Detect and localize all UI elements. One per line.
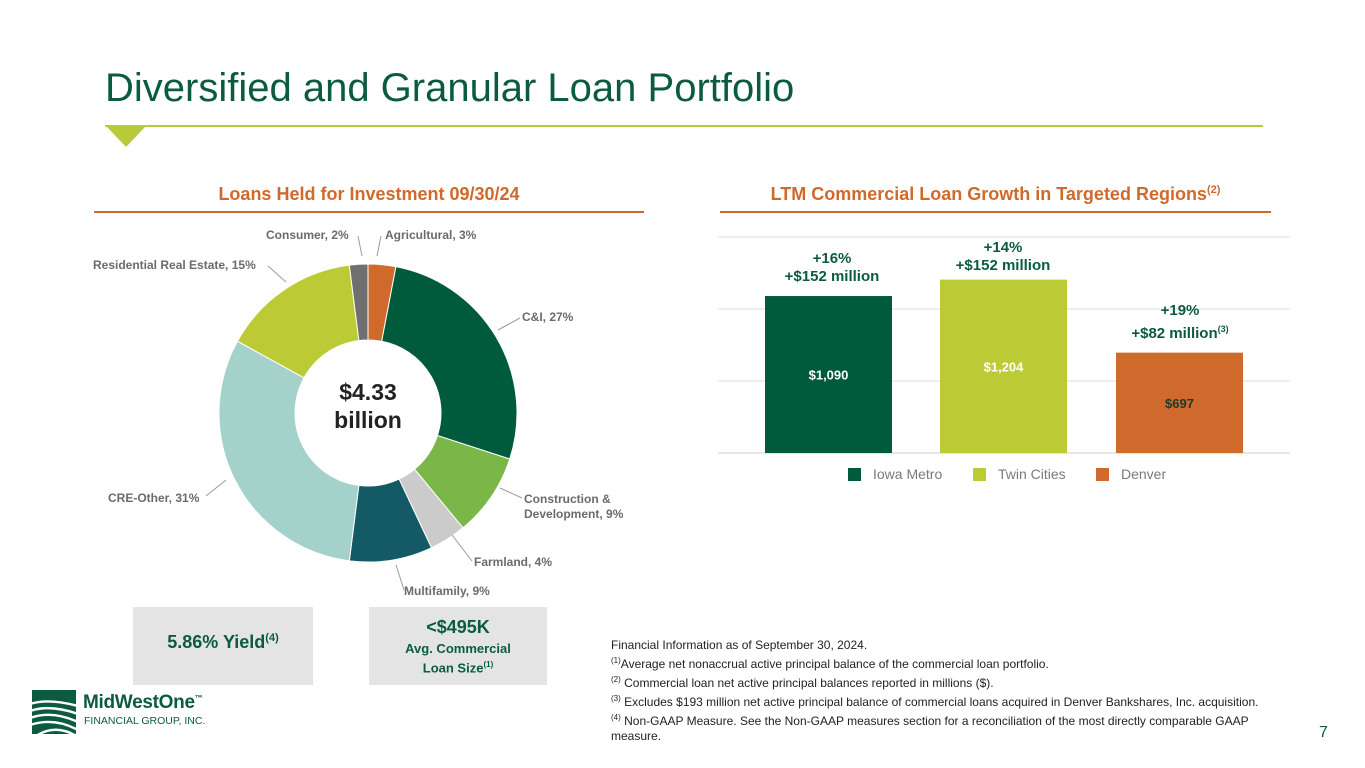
footnote-3-text: Excludes $193 million net active princip…	[620, 695, 1259, 709]
legend-swatch-denver	[1096, 467, 1109, 481]
footnotes: Financial Information as of September 30…	[611, 638, 1261, 744]
legend-twin-cities: Twin Cities	[973, 466, 1066, 482]
bar-annotation-iowa-metro: +16% +$152 million	[762, 250, 902, 286]
pie-leader-line	[497, 317, 521, 331]
bar-annotation-twin-cities-pct: +14%	[983, 239, 1023, 256]
bar-annotation-iowa-metro-amount: +$152 million	[784, 268, 880, 285]
logo-wordmark: MidWestOne™	[83, 692, 203, 714]
pie-label-construction-line1: Construction &	[524, 492, 611, 506]
legend-label-iowa-metro: Iowa Metro	[873, 466, 943, 482]
pie-slice-consumer	[348, 263, 369, 342]
striped-hills-logo-icon	[32, 690, 76, 734]
bar-annotation-iowa-metro-pct: +16%	[812, 250, 852, 267]
footnote-4-text: Non-GAAP Measure. See the Non-GAAP measu…	[611, 714, 1249, 743]
footnote-2: (2) Commercial loan net active principal…	[611, 672, 1261, 691]
pie-label-multifamily: Multifamily, 9%	[404, 584, 490, 598]
loans-section-title: Loans Held for Investment 09/30/24	[218, 184, 520, 204]
bar-annotation-twin-cities-amount: +$152 million	[955, 257, 1051, 274]
footnote-3-marker: (3)	[611, 694, 621, 703]
legend-swatch-iowa-metro	[848, 467, 861, 481]
footnote-1: (1)Average net nonaccrual active princip…	[611, 653, 1261, 672]
yield-stat-value: 5.86% Yield	[167, 632, 266, 652]
legend-iowa-metro: Iowa Metro	[848, 466, 942, 482]
pie-label-cre-other: CRE-Other, 31%	[108, 491, 200, 505]
growth-section-title-text: LTM Commercial Loan Growth in Targeted R…	[770, 184, 1207, 204]
pie-leader-line	[499, 487, 523, 499]
pie-slice-cre-other	[218, 340, 360, 562]
bar-value-label-twin-cities: $1,204	[984, 359, 1025, 374]
footnote-1-marker: (1)	[611, 656, 621, 665]
legend-swatch-twin-cities	[973, 467, 986, 481]
pie-label-construction: Construction & Development, 9%	[524, 492, 623, 522]
donut-center-unit: billion	[334, 407, 402, 433]
loan-size-label-line2: Loan Size	[422, 660, 484, 676]
footnote-3: (3) Excludes $193 million net active pri…	[611, 691, 1261, 710]
bar-denver	[1116, 352, 1243, 453]
loan-size-value: <$495K	[426, 617, 490, 637]
pie-leader-line	[376, 235, 382, 257]
bar-annotation-denver-amount: +$82 million	[1131, 325, 1218, 342]
bar-value-label-iowa-metro: $1,090	[809, 368, 849, 383]
footnote-intro: Financial Information as of September 30…	[611, 638, 868, 652]
loan-portfolio-donut-chart	[205, 235, 523, 591]
footnote-2-marker: (2)	[611, 675, 621, 684]
pie-label-c-and-i: C&I, 27%	[522, 310, 574, 324]
bar-iowa-metro	[765, 296, 892, 453]
yield-stat: 5.86% Yield(4)	[133, 632, 313, 653]
growth-section-title-sup: (2)	[1206, 184, 1221, 196]
loan-size-label: Avg. Commercial Loan Size(1)	[369, 641, 547, 676]
pie-label-agricultural: Agricultural, 3%	[385, 228, 477, 242]
growth-section-title: LTM Commercial Loan Growth in Targeted R…	[720, 184, 1271, 205]
bar-annotation-twin-cities: +14% +$152 million	[933, 239, 1073, 275]
title-divider	[105, 125, 1263, 127]
bar-annotation-denver-pct: +19%	[1160, 302, 1200, 319]
logo-name-text: MidWestOne	[83, 692, 195, 713]
pie-leader-line	[205, 479, 227, 497]
title-accent-triangle	[107, 127, 145, 147]
growth-section-divider	[720, 211, 1271, 213]
loans-section-divider	[94, 211, 644, 213]
pie-label-consumer: Consumer, 2%	[266, 228, 349, 242]
footnote-2-text: Commercial loan net active principal bal…	[620, 676, 994, 690]
page-title: Diversified and Granular Loan Portfolio	[105, 66, 795, 110]
bar-value-label-denver: $697	[1165, 396, 1194, 411]
donut-center-total: $4.33 billion	[318, 378, 418, 434]
yield-stat-box	[133, 607, 313, 685]
loan-size-sup: (1)	[483, 660, 494, 669]
pie-leader-line	[267, 265, 287, 283]
pie-leader-line	[451, 534, 473, 562]
loan-size-label-line1: Avg. Commercial	[405, 641, 511, 656]
logo-trademark: ™	[194, 693, 203, 703]
logo-subtitle: FINANCIAL GROUP, INC.	[84, 715, 206, 727]
loan-size-stat-box	[369, 607, 547, 685]
bar-annotation-denver-sup: (3)	[1217, 324, 1229, 334]
footnote-4: (4) Non-GAAP Measure. See the Non-GAAP m…	[611, 710, 1261, 744]
footnote-1-text: Average net nonaccrual active principal …	[620, 657, 1049, 671]
legend-label-denver: Denver	[1121, 466, 1167, 482]
pie-leader-line	[395, 564, 405, 591]
bar-annotation-denver: +19% +$82 million(3)	[1110, 302, 1250, 343]
pie-label-residential: Residential Real Estate, 15%	[93, 258, 256, 272]
donut-center-value: $4.33	[339, 379, 397, 405]
pie-label-construction-line2: Development, 9%	[524, 507, 624, 521]
pie-leader-line	[357, 235, 363, 257]
legend-denver: Denver	[1096, 466, 1166, 482]
yield-stat-sup: (4)	[265, 632, 279, 644]
bar-twin-cities	[940, 279, 1067, 453]
legend-label-twin-cities: Twin Cities	[998, 466, 1066, 482]
pie-label-farmland: Farmland, 4%	[474, 555, 553, 569]
pie-slice-c-i	[381, 266, 518, 460]
page-number: 7	[1319, 724, 1328, 741]
footnote-4-marker: (4)	[611, 713, 621, 722]
regional-growth-bar-chart: $1,090 $1,204 $697	[718, 236, 1290, 454]
